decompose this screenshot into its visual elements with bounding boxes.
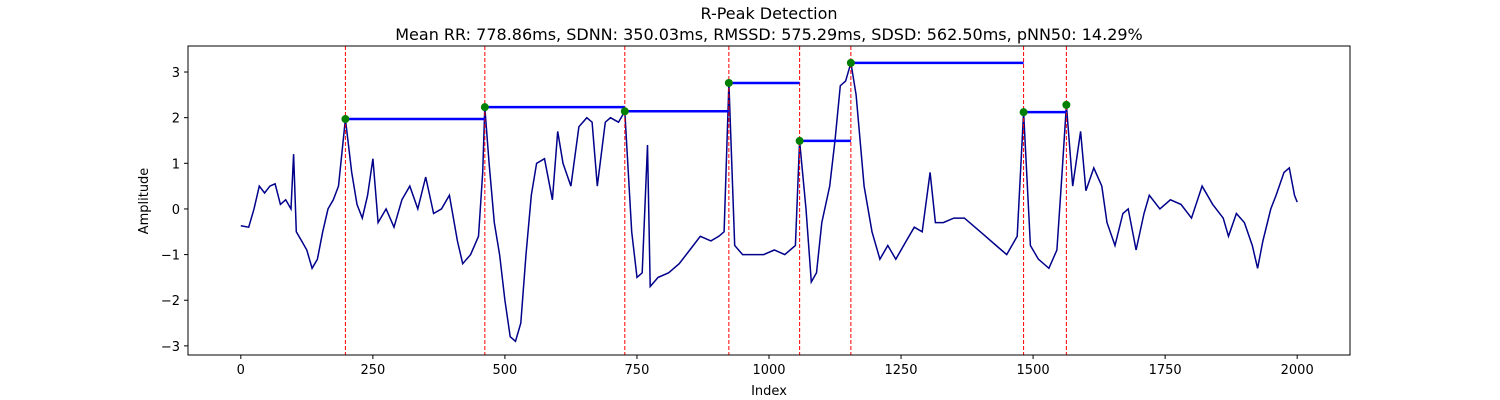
x-tick-label: 500 [492,363,517,378]
peak-point [724,78,733,87]
y-tick-label: −3 [161,340,180,355]
peak-point [795,136,804,145]
x-tick-label: 1750 [1149,363,1182,378]
x-tick-label: 1500 [1017,363,1050,378]
chart-title: R-Peak Detection [700,4,837,23]
y-tick-label: 1 [172,157,180,172]
x-tick-label: 1250 [884,363,917,378]
plot-frame [187,45,1351,356]
signal-line [240,62,1298,343]
peak-point [480,103,489,112]
x-axis-label: Index [751,384,787,399]
chart-subtitle: Mean RR: 778.86ms, SDNN: 350.03ms, RMSSD… [395,25,1143,44]
x-tick-label: 250 [360,363,385,378]
x-tick-label: 2000 [1281,363,1314,378]
y-tick-label: 0 [172,203,180,218]
y-tick-label: −2 [161,294,180,309]
peak-point [1019,108,1028,117]
x-tick-label: 0 [237,363,245,378]
x-tick-label: 1000 [752,363,785,378]
peak-point [341,115,350,124]
y-axis-label: Amplitude [137,168,152,235]
y-tick-label: −1 [161,249,180,264]
y-tick-label: 3 [172,66,180,81]
y-tick-label: 2 [172,112,180,127]
x-tick-label: 750 [625,363,650,378]
peak-point [620,107,629,116]
peak-point [846,58,855,67]
peak-point [1062,100,1071,109]
